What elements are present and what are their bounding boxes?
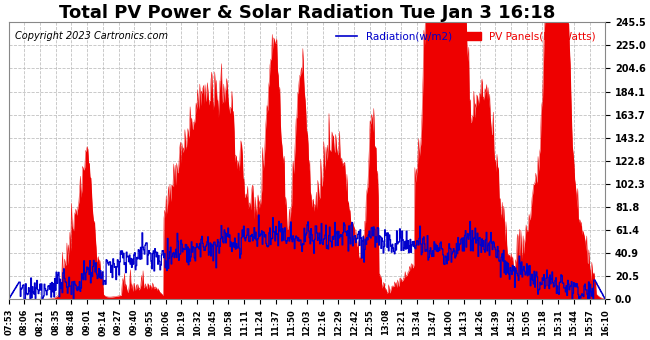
Title: Total PV Power & Solar Radiation Tue Jan 3 16:18: Total PV Power & Solar Radiation Tue Jan… <box>58 4 555 22</box>
Legend: Radiation(w/m2), PV Panels(DC Watts): Radiation(w/m2), PV Panels(DC Watts) <box>332 28 600 46</box>
Text: Copyright 2023 Cartronics.com: Copyright 2023 Cartronics.com <box>15 31 168 41</box>
